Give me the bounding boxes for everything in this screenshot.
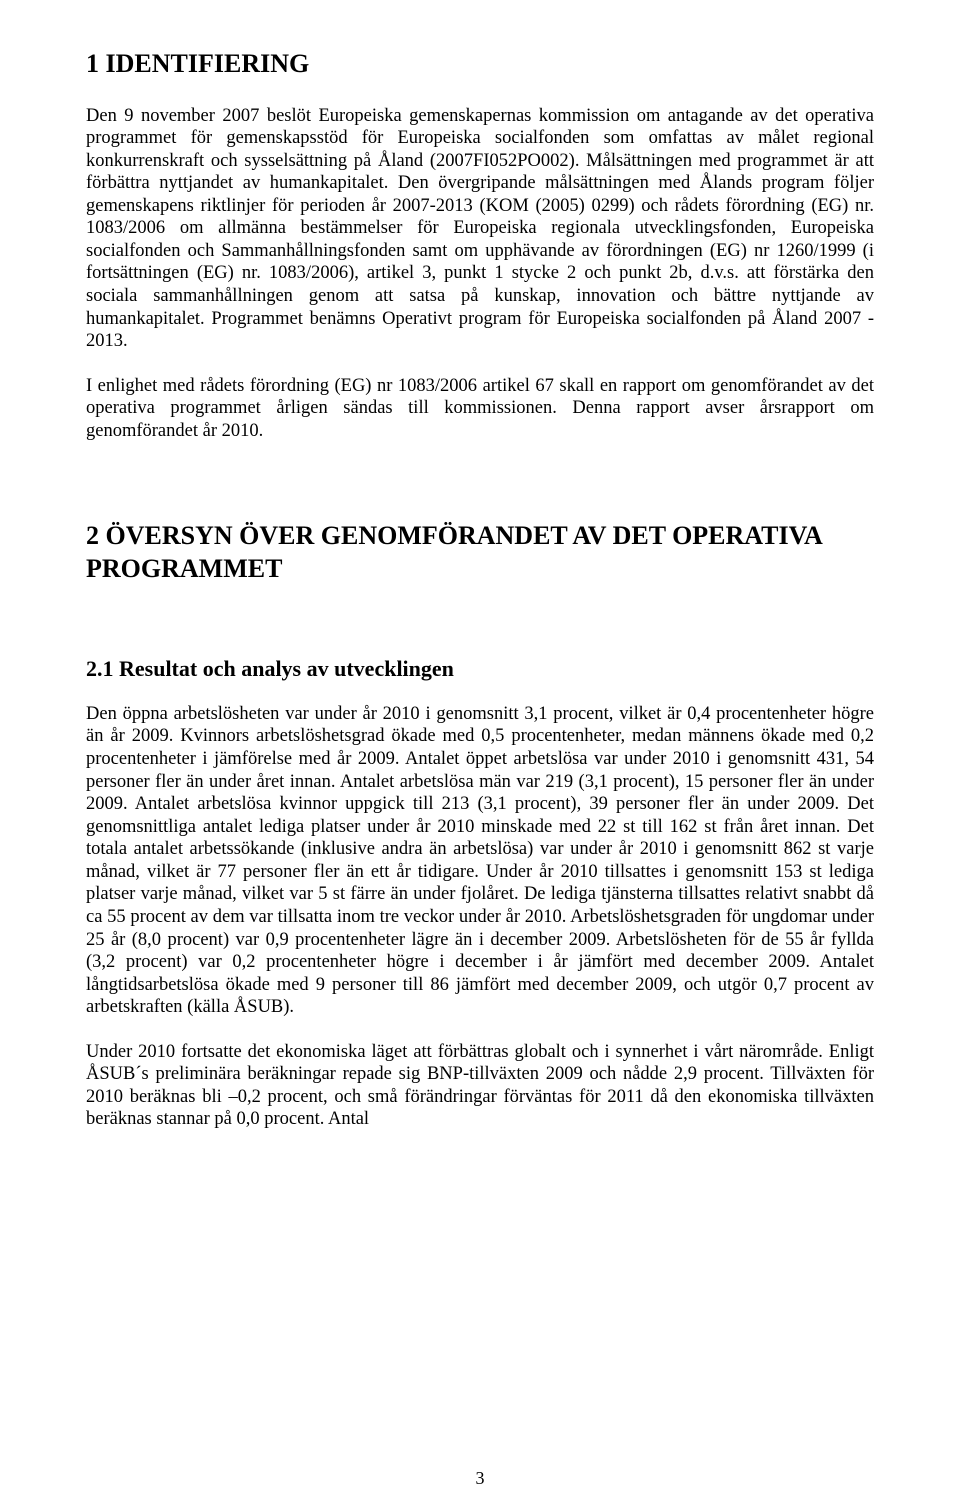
subsection-gap xyxy=(86,625,874,655)
document-page: 1 IDENTIFIERING Den 9 november 2007 besl… xyxy=(0,0,960,1509)
section-gap xyxy=(86,464,874,520)
page-number: 3 xyxy=(0,1468,960,1489)
subsection-2-1-paragraph-2: Under 2010 fortsatte det ekonomiska läge… xyxy=(86,1041,874,1131)
section-1-heading: 1 IDENTIFIERING xyxy=(86,48,874,81)
subsection-2-1-paragraph-1: Den öppna arbetslösheten var under år 20… xyxy=(86,703,874,1019)
subsection-2-1-heading: 2.1 Resultat och analys av utvecklingen xyxy=(86,655,874,683)
section-1-paragraph-1: Den 9 november 2007 beslöt Europeiska ge… xyxy=(86,105,874,353)
section-2-heading: 2 ÖVERSYN ÖVER GENOMFÖRANDET AV DET OPER… xyxy=(86,520,874,585)
section-1-paragraph-2: I enlighet med rådets förordning (EG) nr… xyxy=(86,375,874,443)
